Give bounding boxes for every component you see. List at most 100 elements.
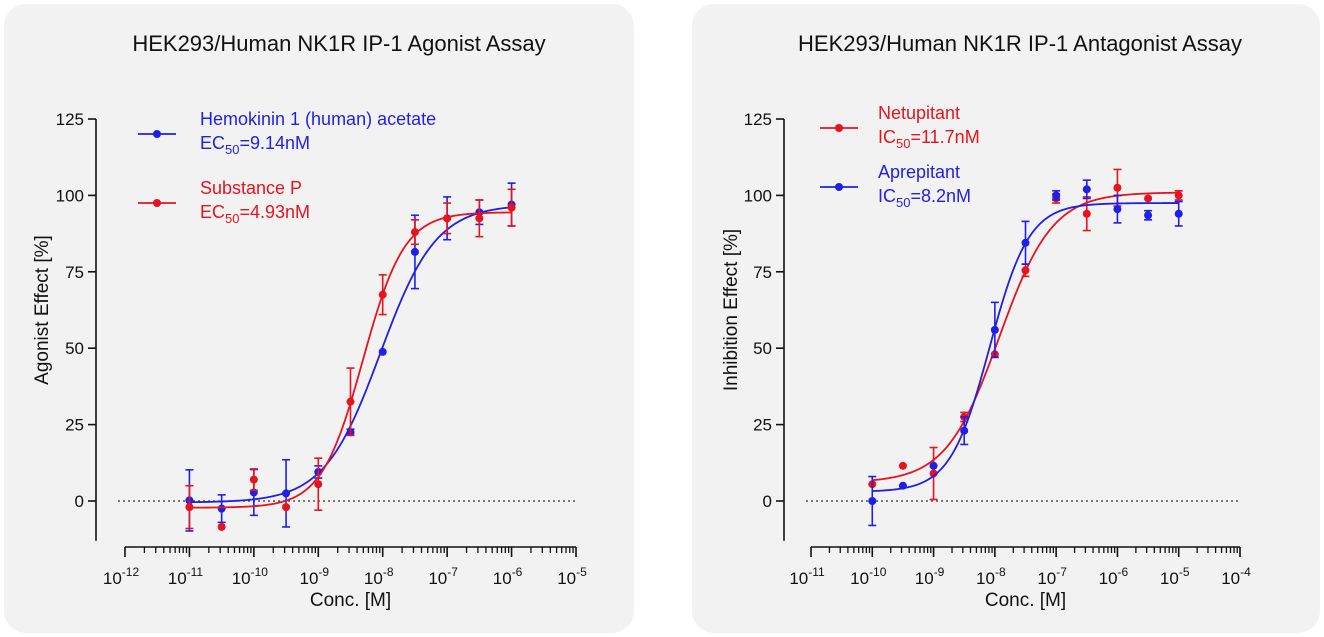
x-tick-label: 10-6 xyxy=(493,565,523,588)
data-point xyxy=(929,461,938,470)
y-axis-label: Inhibition Effect [%] xyxy=(721,229,742,391)
x-tick-exponent: -12 xyxy=(122,565,140,579)
ec-subscript: 50 xyxy=(896,136,910,151)
data-point xyxy=(898,481,907,490)
data-point xyxy=(1021,266,1030,275)
ec-value: =9.14nM xyxy=(239,133,310,153)
data-point xyxy=(249,475,258,484)
x-tick-label: 10-10 xyxy=(850,565,887,588)
x-tick-exponent: -9 xyxy=(934,565,945,579)
x-tick-base: 10 xyxy=(789,569,808,588)
data-point xyxy=(1113,205,1122,214)
data-point xyxy=(217,522,226,531)
x-tick-exponent: -6 xyxy=(1118,565,1129,579)
data-point xyxy=(1082,209,1091,218)
agonist-chart-panel xyxy=(4,4,634,633)
x-tick-base: 10 xyxy=(976,569,995,588)
y-tick-label: 75 xyxy=(753,263,772,282)
ec-prefix: EC xyxy=(200,202,225,222)
x-tick-exponent: -5 xyxy=(576,565,587,579)
x-axis-label: Conc. [M] xyxy=(310,590,391,611)
legend-item: Substance P EC50=4.93nM xyxy=(138,178,310,226)
data-point xyxy=(1052,191,1061,200)
x-tick-base: 10 xyxy=(1160,569,1179,588)
data-point xyxy=(282,489,291,498)
x-tick-base: 10 xyxy=(232,569,251,588)
legend-ec50: EC50=9.14nM xyxy=(200,133,310,157)
data-point xyxy=(1144,211,1153,220)
x-tick-exponent: -9 xyxy=(318,565,329,579)
x-tick-exponent: -8 xyxy=(383,565,394,579)
x-tick-exponent: -4 xyxy=(1240,565,1251,579)
ec-prefix: IC xyxy=(878,186,896,206)
x-tick-label: 10-12 xyxy=(103,565,140,588)
legend-series-name: Hemokinin 1 (human) acetate xyxy=(200,109,436,129)
y-tick-label: 0 xyxy=(763,492,772,511)
ec-value: =8.2nM xyxy=(910,186,971,206)
x-tick-label: 10-6 xyxy=(1099,565,1129,588)
x-tick-label: 10-11 xyxy=(789,565,825,588)
x-tick-base: 10 xyxy=(103,569,122,588)
data-point xyxy=(929,469,938,478)
legend-series-name: Aprepitant xyxy=(878,162,960,182)
x-tick-base: 10 xyxy=(364,569,383,588)
data-point xyxy=(960,426,969,435)
x-tick-exponent: -7 xyxy=(447,565,458,579)
x-tick-exponent: -8 xyxy=(995,565,1006,579)
x-tick-exponent: -10 xyxy=(251,565,269,579)
x-tick-label: 10-8 xyxy=(976,565,1006,588)
x-tick-exponent: -6 xyxy=(512,565,523,579)
data-point xyxy=(378,290,387,299)
y-tick-label: 100 xyxy=(744,186,772,205)
data-point xyxy=(282,503,291,512)
data-point xyxy=(1174,191,1183,200)
x-tick-label: 10-11 xyxy=(168,565,204,588)
chart-antagonist: HEK293/Human NK1R IP-1 Antagonist Assay I… xyxy=(721,31,1251,611)
data-point xyxy=(410,247,419,256)
x-tick-base: 10 xyxy=(1037,569,1056,588)
data-point xyxy=(378,347,387,356)
x-tick-base: 10 xyxy=(168,569,187,588)
series-aprepitant xyxy=(868,179,1183,527)
legend-ec50: IC50=8.2nM xyxy=(878,186,971,210)
x-tick-label: 10-10 xyxy=(232,565,269,588)
ec-prefix: EC xyxy=(200,133,225,153)
x-tick-base: 10 xyxy=(1221,569,1240,588)
legend-ec50: EC50=4.93nM xyxy=(200,202,310,226)
ec-prefix: IC xyxy=(878,127,896,147)
fit-curve xyxy=(189,206,512,504)
x-axis-label: Conc. [M] xyxy=(985,590,1066,611)
x-tick-exponent: -11 xyxy=(808,565,825,579)
x-tick-base: 10 xyxy=(1099,569,1118,588)
data-point xyxy=(475,214,484,223)
y-tick-label: 25 xyxy=(753,416,772,435)
legend-marker xyxy=(153,199,161,207)
chart-agonist: HEK293/Human NK1R IP-1 Agonist Assay Agon… xyxy=(32,31,587,611)
x-tick-label: 10-7 xyxy=(428,565,458,588)
data-point xyxy=(868,497,877,505)
y-tick-label: 125 xyxy=(56,110,84,129)
y-tick-label: 0 xyxy=(75,492,84,511)
x-tick-base: 10 xyxy=(557,569,576,588)
ec-subscript: 50 xyxy=(225,211,239,226)
data-point xyxy=(314,480,323,489)
y-tick-label: 25 xyxy=(65,416,84,435)
ec-subscript: 50 xyxy=(225,142,239,157)
ec-value: =4.93nM xyxy=(239,202,310,222)
legend-item: Hemokinin 1 (human) acetate EC50=9.14nM xyxy=(138,109,436,157)
y-tick-label: 50 xyxy=(753,339,772,358)
series-substance-p xyxy=(185,188,516,531)
data-point xyxy=(1082,185,1091,194)
data-point xyxy=(507,203,516,212)
x-tick-label: 10-4 xyxy=(1221,565,1251,588)
series-hemokinin-1-human-acetate xyxy=(185,182,516,532)
x-tick-label: 10-9 xyxy=(915,565,945,588)
y-tick-label: 75 xyxy=(65,263,84,282)
x-tick-exponent: -10 xyxy=(869,565,887,579)
y-tick-label: 125 xyxy=(744,110,772,129)
data-point xyxy=(1144,194,1153,203)
data-point xyxy=(410,228,419,237)
legend-marker xyxy=(835,124,843,132)
legend-marker xyxy=(153,130,161,138)
y-tick-label: 100 xyxy=(56,186,84,205)
